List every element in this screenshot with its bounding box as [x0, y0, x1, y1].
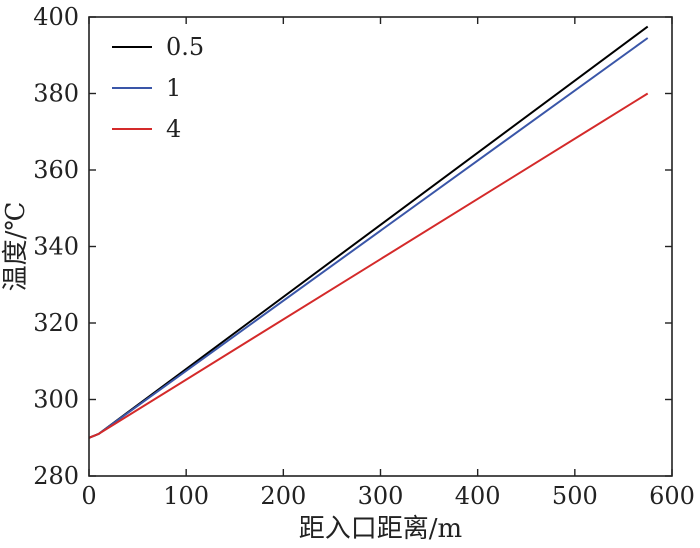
- y-tick-label: 380: [33, 80, 79, 108]
- legend-label: 0.5: [166, 33, 204, 61]
- series-line-4: [88, 92, 649, 439]
- x-tick-label: 600: [649, 482, 695, 510]
- y-tick-label: 400: [33, 3, 79, 31]
- x-tick-label: 200: [260, 482, 306, 510]
- x-tick-label: 300: [358, 482, 404, 510]
- y-tick-label: 360: [33, 156, 79, 184]
- legend-label: 1: [166, 74, 181, 102]
- plot-lines: [88, 25, 649, 439]
- y-tick-label: 320: [33, 309, 79, 337]
- legend-label: 4: [166, 115, 181, 143]
- legend: 0.5 1 4: [112, 33, 204, 143]
- x-axis: 0 100 200 300 400 500 600: [81, 17, 695, 510]
- y-tick-label: 340: [33, 233, 79, 261]
- y-tick-label: 280: [33, 462, 79, 490]
- x-tick-label: 500: [552, 482, 598, 510]
- y-tick-label: 300: [33, 386, 79, 414]
- x-tick-label: 0: [81, 482, 96, 510]
- x-tick-label: 100: [163, 482, 209, 510]
- y-axis-label: 温度/℃: [1, 202, 31, 292]
- x-tick-label: 400: [455, 482, 501, 510]
- y-axis: 280 300 320 340 360 380 400: [33, 3, 672, 490]
- x-axis-label: 距入口距离/m: [299, 514, 462, 544]
